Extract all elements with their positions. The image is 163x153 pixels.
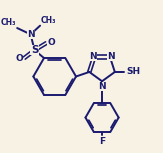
- Text: O: O: [15, 54, 23, 63]
- Text: S: S: [31, 45, 38, 55]
- Text: O: O: [48, 38, 55, 47]
- Text: N: N: [27, 30, 34, 39]
- Text: N: N: [107, 52, 115, 61]
- Text: F: F: [99, 137, 105, 146]
- Text: N: N: [98, 82, 106, 91]
- Text: CH₃: CH₃: [41, 16, 56, 25]
- Text: N: N: [90, 52, 97, 61]
- Text: CH₃: CH₃: [1, 18, 16, 27]
- Text: SH: SH: [127, 67, 141, 76]
